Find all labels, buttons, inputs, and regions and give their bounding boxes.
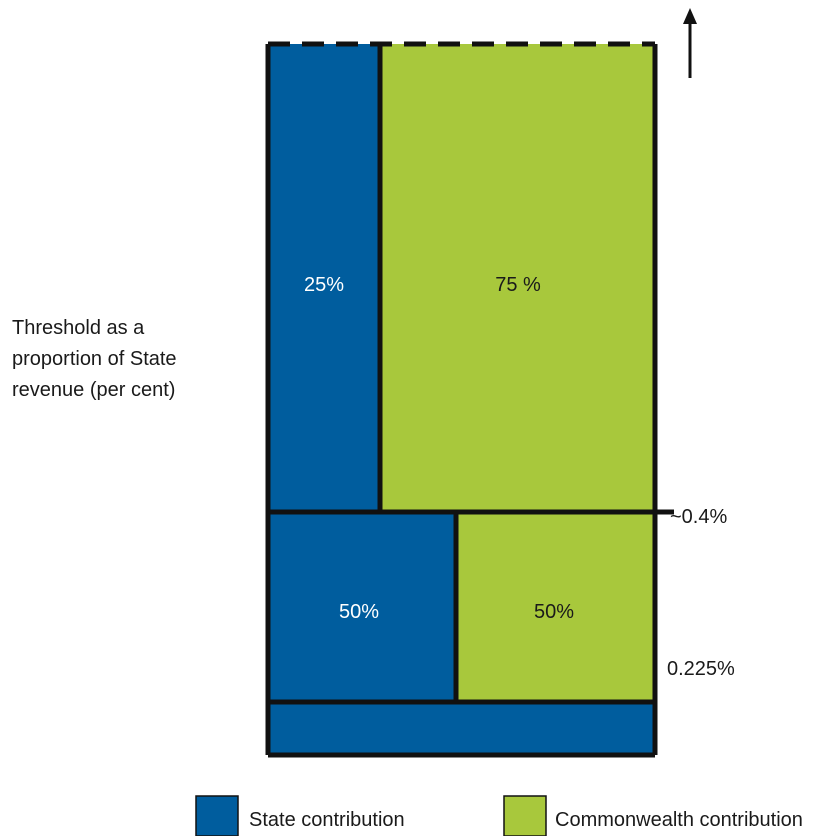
up-arrow-icon [683, 8, 697, 78]
legend-state-label: State contribution [249, 809, 405, 831]
top-band-commonwealth-label: 75 % [495, 274, 541, 296]
legend-commonwealth-label: Commonwealth contribution [555, 809, 803, 831]
top-band-commonwealth-block [380, 44, 655, 512]
axis-label-line-1: Threshold as a [12, 317, 145, 339]
legend: State contribution Commonwealth contribu… [195, 795, 803, 836]
legend-commonwealth-swatch [503, 795, 547, 836]
axis-label-line-2: proportion of State [12, 348, 177, 370]
legend-state-swatch [195, 795, 239, 836]
upper-threshold-label: ~0.4% [670, 506, 727, 528]
top-band-state-block [268, 44, 380, 512]
middle-band-state-label: 50% [339, 601, 379, 623]
middle-band-commonwealth-label: 50% [534, 601, 574, 623]
middle-band-commonwealth-block [456, 512, 655, 700]
diagram-outline [265, 41, 674, 758]
middle-band-state-block [268, 512, 456, 700]
top-band-state-label: 25% [304, 274, 344, 296]
bottom-band-state-block [268, 702, 655, 755]
axis-label-line-3: revenue (per cent) [12, 379, 175, 401]
lower-threshold-label: 0.225% [667, 658, 735, 680]
